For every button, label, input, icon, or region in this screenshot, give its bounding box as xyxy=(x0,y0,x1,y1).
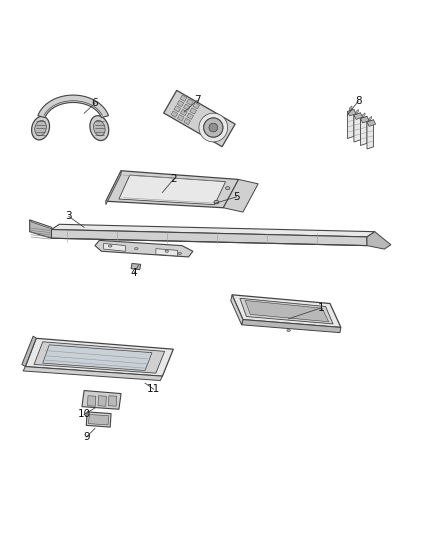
Polygon shape xyxy=(119,175,226,205)
Polygon shape xyxy=(223,180,258,212)
Polygon shape xyxy=(51,224,375,237)
Text: 8: 8 xyxy=(355,96,362,106)
Polygon shape xyxy=(22,336,36,367)
Polygon shape xyxy=(51,230,367,246)
Polygon shape xyxy=(180,95,187,101)
Polygon shape xyxy=(35,120,46,136)
Polygon shape xyxy=(30,220,53,230)
Polygon shape xyxy=(174,106,181,112)
Polygon shape xyxy=(86,412,111,427)
Polygon shape xyxy=(209,123,218,132)
Polygon shape xyxy=(177,115,184,121)
Polygon shape xyxy=(367,120,376,126)
Ellipse shape xyxy=(178,252,182,255)
Polygon shape xyxy=(90,116,109,141)
Polygon shape xyxy=(232,295,341,327)
Polygon shape xyxy=(356,109,358,114)
Polygon shape xyxy=(369,116,371,120)
Polygon shape xyxy=(38,95,109,118)
Polygon shape xyxy=(187,113,194,119)
Polygon shape xyxy=(354,113,360,142)
Polygon shape xyxy=(88,396,96,406)
Polygon shape xyxy=(209,123,218,132)
Polygon shape xyxy=(177,100,184,107)
Polygon shape xyxy=(131,263,141,270)
Polygon shape xyxy=(245,301,328,322)
Polygon shape xyxy=(25,338,173,376)
Polygon shape xyxy=(354,113,363,119)
Polygon shape xyxy=(82,391,121,409)
Text: 1: 1 xyxy=(318,303,325,313)
Polygon shape xyxy=(98,396,106,406)
Text: 6: 6 xyxy=(92,98,98,108)
Text: 7: 7 xyxy=(194,95,201,105)
Polygon shape xyxy=(204,118,223,137)
Polygon shape xyxy=(231,295,243,325)
Polygon shape xyxy=(199,113,228,142)
Ellipse shape xyxy=(165,250,169,252)
Polygon shape xyxy=(367,232,391,249)
Polygon shape xyxy=(171,111,178,117)
Polygon shape xyxy=(242,320,341,333)
Polygon shape xyxy=(190,108,197,114)
Polygon shape xyxy=(106,171,239,208)
Polygon shape xyxy=(193,102,200,109)
Text: 10: 10 xyxy=(78,409,91,419)
Text: 2: 2 xyxy=(170,174,177,184)
Polygon shape xyxy=(367,120,374,149)
Polygon shape xyxy=(360,116,367,146)
Polygon shape xyxy=(360,116,369,123)
Polygon shape xyxy=(156,249,178,256)
Polygon shape xyxy=(350,106,352,110)
Ellipse shape xyxy=(109,245,112,247)
Polygon shape xyxy=(30,220,51,238)
Polygon shape xyxy=(88,415,109,425)
Text: 5: 5 xyxy=(233,192,240,202)
Polygon shape xyxy=(34,342,165,373)
Polygon shape xyxy=(347,109,354,139)
Ellipse shape xyxy=(287,329,290,332)
Polygon shape xyxy=(164,91,235,147)
Polygon shape xyxy=(180,109,187,116)
Polygon shape xyxy=(362,113,365,117)
Text: 11: 11 xyxy=(147,384,160,394)
Polygon shape xyxy=(104,244,125,251)
Polygon shape xyxy=(347,109,356,116)
Ellipse shape xyxy=(214,200,219,204)
Ellipse shape xyxy=(226,187,230,190)
Polygon shape xyxy=(187,99,193,105)
Polygon shape xyxy=(184,118,191,125)
Polygon shape xyxy=(43,345,152,370)
Polygon shape xyxy=(23,367,162,381)
Polygon shape xyxy=(184,104,190,110)
Text: 4: 4 xyxy=(131,268,138,278)
Polygon shape xyxy=(240,298,333,324)
Text: 9: 9 xyxy=(83,432,89,442)
Polygon shape xyxy=(109,396,117,406)
Polygon shape xyxy=(32,116,49,140)
Polygon shape xyxy=(106,171,121,205)
Polygon shape xyxy=(204,118,223,137)
Polygon shape xyxy=(95,240,193,257)
Ellipse shape xyxy=(134,247,138,250)
Text: 3: 3 xyxy=(66,212,72,221)
Polygon shape xyxy=(93,120,105,136)
